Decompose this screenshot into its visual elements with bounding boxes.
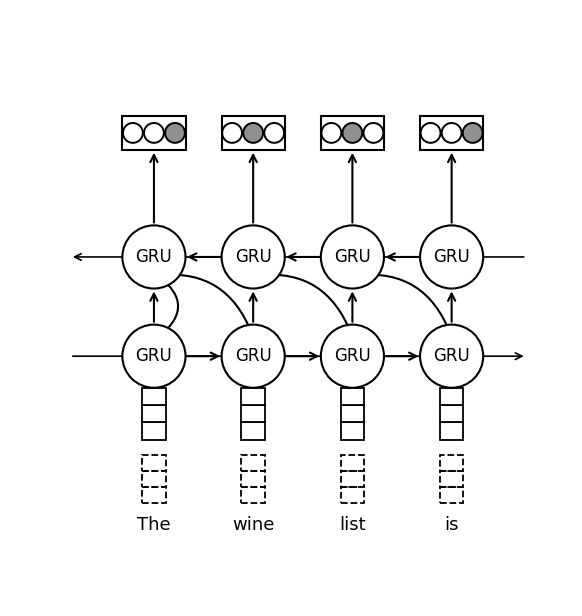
- Bar: [440, 405, 463, 423]
- Bar: [122, 116, 186, 150]
- Text: list: list: [339, 516, 365, 534]
- Bar: [142, 455, 166, 471]
- Circle shape: [420, 225, 483, 288]
- Bar: [242, 455, 265, 471]
- Bar: [340, 405, 364, 423]
- Circle shape: [420, 325, 483, 387]
- Circle shape: [123, 123, 143, 143]
- Text: GRU: GRU: [334, 248, 371, 266]
- Circle shape: [321, 325, 384, 387]
- Bar: [142, 387, 166, 405]
- Circle shape: [122, 225, 186, 288]
- Text: GRU: GRU: [136, 347, 172, 365]
- Circle shape: [321, 225, 384, 288]
- Bar: [242, 387, 265, 405]
- Circle shape: [364, 123, 384, 143]
- Bar: [142, 487, 166, 503]
- Circle shape: [342, 123, 363, 143]
- Circle shape: [222, 225, 285, 288]
- Bar: [340, 455, 364, 471]
- Bar: [242, 471, 265, 487]
- Bar: [340, 487, 364, 503]
- Circle shape: [442, 123, 462, 143]
- Bar: [242, 405, 265, 423]
- Bar: [340, 471, 364, 487]
- Circle shape: [122, 325, 186, 387]
- Bar: [222, 116, 285, 150]
- Circle shape: [463, 123, 482, 143]
- Bar: [142, 423, 166, 440]
- Bar: [440, 387, 463, 405]
- Bar: [420, 116, 483, 150]
- Bar: [142, 405, 166, 423]
- Circle shape: [222, 123, 242, 143]
- Text: wine: wine: [232, 516, 274, 534]
- Circle shape: [222, 325, 285, 387]
- Text: GRU: GRU: [235, 248, 272, 266]
- Text: The: The: [137, 516, 171, 534]
- Bar: [440, 471, 463, 487]
- Text: GRU: GRU: [433, 248, 470, 266]
- Bar: [321, 116, 384, 150]
- Bar: [440, 487, 463, 503]
- Bar: [340, 423, 364, 440]
- Circle shape: [421, 123, 441, 143]
- Bar: [340, 387, 364, 405]
- Circle shape: [321, 123, 341, 143]
- Bar: [242, 487, 265, 503]
- Text: GRU: GRU: [433, 347, 470, 365]
- Circle shape: [165, 123, 185, 143]
- Circle shape: [144, 123, 164, 143]
- Circle shape: [243, 123, 263, 143]
- Circle shape: [264, 123, 284, 143]
- Bar: [440, 423, 463, 440]
- Bar: [440, 455, 463, 471]
- Bar: [242, 423, 265, 440]
- Text: GRU: GRU: [334, 347, 371, 365]
- Text: is: is: [445, 516, 459, 534]
- Bar: [142, 471, 166, 487]
- Text: GRU: GRU: [235, 347, 272, 365]
- Text: GRU: GRU: [136, 248, 172, 266]
